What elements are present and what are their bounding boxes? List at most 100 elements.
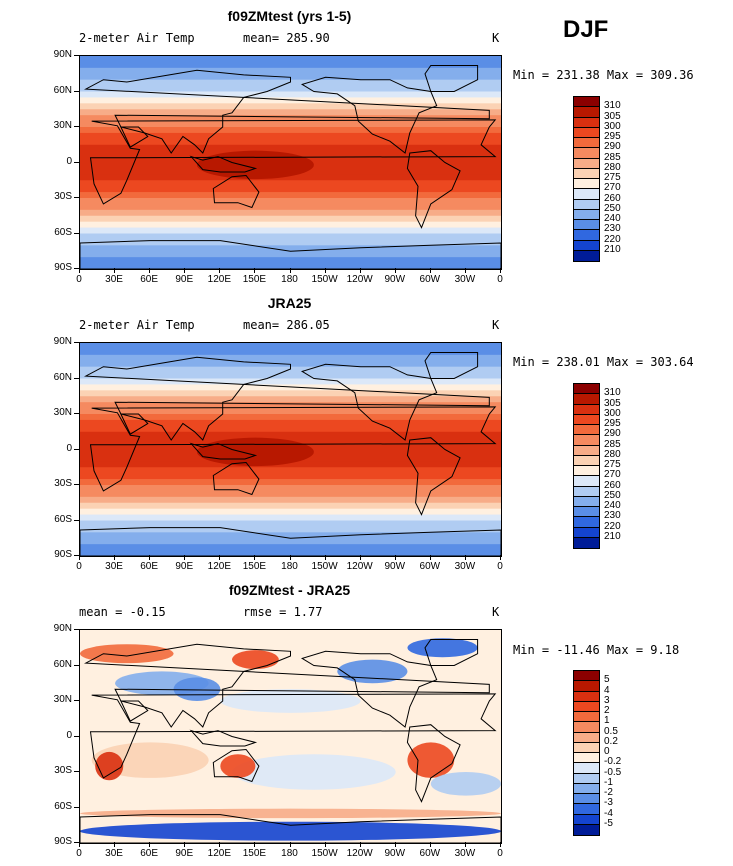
- coastline: [120, 700, 149, 722]
- temp-band: [80, 115, 501, 122]
- y-tick-label: 30N: [53, 694, 72, 705]
- panel-title: JRA25: [267, 295, 312, 311]
- x-tick-mark: [324, 555, 326, 560]
- y-tick-label: 30S: [54, 478, 72, 489]
- colorbar-label: 220: [604, 520, 621, 532]
- temp-band: [80, 390, 501, 397]
- temp-band: [80, 526, 501, 533]
- x-tick-mark: [500, 842, 501, 847]
- temp-band: [80, 56, 501, 63]
- x-tick-label: 180: [281, 274, 298, 285]
- temp-band: [80, 419, 501, 427]
- colorbar-label: 220: [604, 233, 621, 245]
- x-tick-label: 60E: [140, 848, 159, 859]
- x-tick-label: 30W: [454, 274, 476, 285]
- y-tick-label: 0: [66, 442, 72, 454]
- y-tick-mark: [74, 90, 79, 92]
- x-tick-label: 60W: [419, 274, 441, 285]
- y-tick-mark: [74, 232, 79, 234]
- colorbar-swatch: [574, 794, 599, 805]
- temp-band: [80, 91, 501, 98]
- y-tick-label: 60N: [53, 84, 72, 96]
- diff-patch: [232, 650, 279, 670]
- y-tick-mark: [74, 484, 79, 485]
- x-tick-mark: [289, 842, 291, 847]
- coastline: [300, 363, 438, 441]
- panel-minmax: Min = 238.01 Max = 303.64: [513, 355, 694, 369]
- y-tick-label: 30S: [54, 191, 72, 202]
- temp-band: [80, 485, 501, 492]
- temp-band: [80, 431, 501, 439]
- colorbar-swatch: [574, 138, 599, 149]
- x-tick-label: 90W: [384, 274, 406, 285]
- colorbar-label: -0.5: [604, 766, 622, 778]
- y-tick-label: 60S: [54, 800, 72, 812]
- panel-center-label: mean= 285.90: [243, 31, 330, 45]
- colorbar-label: 210: [604, 243, 621, 255]
- map-field-2: [80, 343, 501, 556]
- y-tick-mark: [74, 161, 79, 163]
- temp-band: [80, 384, 501, 391]
- coastline: [89, 119, 497, 205]
- coastline: [80, 240, 501, 269]
- temp-band: [80, 408, 501, 415]
- y-tick-label: 30N: [53, 120, 72, 131]
- x-tick-mark: [464, 555, 466, 560]
- y-tick-mark: [74, 519, 79, 521]
- x-tick-mark: [500, 268, 501, 273]
- x-tick-mark: [429, 268, 431, 273]
- temp-band: [80, 372, 501, 379]
- temp-band: [80, 180, 501, 187]
- coastline: [89, 406, 497, 492]
- colorbar-swatch: [574, 199, 599, 210]
- colorbar-label: -1: [604, 776, 613, 788]
- temp-band: [80, 103, 501, 110]
- x-tick-mark: [254, 555, 256, 560]
- temp-band: [80, 121, 501, 128]
- x-tick-mark: [184, 842, 186, 847]
- coastline: [212, 748, 260, 783]
- temp-band: [80, 479, 501, 486]
- colorbar-label: 2: [604, 705, 610, 716]
- x-tick-mark: [394, 842, 396, 847]
- colorbar-swatch: [574, 117, 599, 128]
- y-tick-label: 90S: [54, 262, 72, 273]
- temp-band: [80, 209, 501, 217]
- temp-band: [80, 532, 501, 539]
- x-tick-label: 30W: [454, 561, 476, 572]
- colorbar-swatch: [574, 189, 599, 200]
- x-tick-label: 180: [281, 848, 298, 859]
- y-tick-mark: [74, 197, 79, 198]
- x-tick-label: 150E: [242, 274, 267, 285]
- y-tick-label: 60N: [53, 658, 72, 670]
- x-tick-mark: [359, 842, 361, 847]
- colorbar-label: 240: [604, 213, 621, 224]
- coastline: [120, 126, 149, 148]
- y-tick-label: 60S: [54, 513, 72, 525]
- x-tick-mark: [500, 555, 501, 560]
- x-tick-mark: [429, 842, 431, 847]
- x-tick-mark: [149, 555, 151, 560]
- panel-left-label: 2-meter Air Temp: [79, 318, 195, 332]
- panel-center-label: mean= 286.05: [243, 318, 330, 332]
- x-tick-label: 0: [497, 561, 503, 572]
- temp-band: [80, 174, 501, 181]
- colorbar-swatch: [574, 671, 599, 682]
- x-tick-mark: [289, 555, 291, 560]
- colorbar-label: 300: [604, 407, 621, 419]
- x-tick-label: 30E: [105, 848, 123, 859]
- diff-patch: [95, 751, 124, 781]
- temp-band: [80, 520, 501, 527]
- coastline: [406, 724, 461, 803]
- x-tick-label: 90W: [384, 848, 406, 859]
- coastline: [424, 639, 479, 666]
- temp-band: [80, 263, 501, 269]
- colorbar: [573, 670, 600, 836]
- colorbar-swatch: [574, 230, 599, 241]
- x-tick-label: 60E: [140, 561, 159, 572]
- y-tick-label: 90N: [53, 336, 72, 347]
- temp-band: [80, 61, 501, 69]
- y-tick-label: 0: [66, 729, 72, 741]
- y-tick-mark: [74, 771, 79, 772]
- y-tick-mark: [74, 126, 79, 127]
